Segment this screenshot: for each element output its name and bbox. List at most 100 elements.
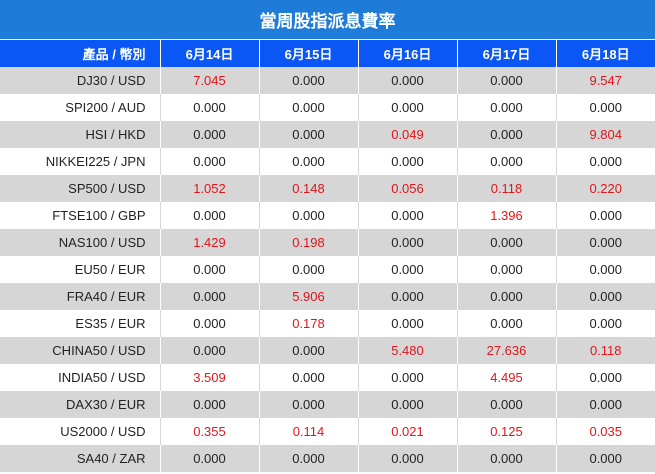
rate-cell: 0.000	[457, 310, 557, 337]
row-symbol: SP500 / USD	[0, 175, 161, 202]
header-date: 6月17日	[457, 40, 557, 67]
rate-cell: 0.000	[457, 67, 557, 94]
row-symbol: EU50 / EUR	[0, 256, 161, 283]
table-row: HSI / HKD 0.000 0.000 0.049 0.000 9.804	[0, 121, 655, 148]
header-product-currency: 產品 / 幣別	[0, 40, 161, 67]
rate-cell: 0.000	[556, 148, 655, 175]
rate-cell: 1.429	[160, 229, 260, 256]
rate-cell: 0.000	[358, 256, 458, 283]
table-row: NIKKEI225 / JPN 0.000 0.000 0.000 0.000 0.000	[0, 148, 655, 175]
rate-cell: 27.636	[457, 337, 557, 364]
rate-cell: 0.000	[358, 67, 458, 94]
table-row: SA40 / ZAR 0.000 0.000 0.000 0.000 0.000	[0, 445, 655, 472]
rate-cell: 0.000	[556, 391, 655, 418]
rate-cell: 0.000	[556, 202, 655, 229]
rate-cell: 0.000	[556, 283, 655, 310]
row-symbol: FRA40 / EUR	[0, 283, 161, 310]
rate-cell: 0.000	[358, 445, 458, 472]
table-row: FRA40 / EUR 0.000 5.906 0.000 0.000 0.000	[0, 283, 655, 310]
rate-cell: 0.000	[160, 256, 260, 283]
table-row: CHINA50 / USD 0.000 0.000 5.480 27.636 0.118	[0, 337, 655, 364]
rate-cell: 0.035	[556, 418, 655, 445]
row-symbol: SPI200 / AUD	[0, 94, 161, 121]
table-row: SP500 / USD 1.052 0.148 0.056 0.118 0.220	[0, 175, 655, 202]
header-date: 6月18日	[556, 40, 655, 67]
rate-cell: 0.000	[457, 445, 557, 472]
rate-cell: 4.495	[457, 364, 557, 391]
rate-cell: 3.509	[160, 364, 260, 391]
row-symbol: SA40 / ZAR	[0, 445, 161, 472]
rate-cell: 0.000	[457, 148, 557, 175]
row-symbol: US2000 / USD	[0, 418, 161, 445]
rate-cell: 0.000	[259, 148, 359, 175]
table-header: 產品 / 幣別 6月14日 6月15日 6月16日 6月17日 6月18日	[0, 40, 655, 67]
rate-cell: 0.000	[259, 94, 359, 121]
rate-cell: 5.480	[358, 337, 458, 364]
rate-cell: 0.000	[556, 445, 655, 472]
table-row: DJ30 / USD 7.045 0.000 0.000 0.000 9.547	[0, 67, 655, 94]
row-symbol: DJ30 / USD	[0, 67, 161, 94]
panel-title: 當周股指派息費率	[0, 0, 655, 40]
rate-cell: 0.118	[556, 337, 655, 364]
rate-cell: 0.000	[259, 364, 359, 391]
rate-cell: 0.000	[457, 391, 557, 418]
rate-cell: 0.000	[259, 256, 359, 283]
rate-cell: 9.547	[556, 67, 655, 94]
rate-cell: 0.000	[160, 148, 260, 175]
rate-cell: 0.000	[556, 310, 655, 337]
rate-cell: 0.000	[259, 445, 359, 472]
table-row: SPI200 / AUD 0.000 0.000 0.000 0.000 0.000	[0, 94, 655, 121]
rate-cell: 0.000	[259, 391, 359, 418]
rate-cell: 1.052	[160, 175, 260, 202]
rate-cell: 0.000	[556, 364, 655, 391]
rate-cell: 0.000	[160, 202, 260, 229]
rate-cell: 0.000	[358, 202, 458, 229]
header-date: 6月14日	[160, 40, 260, 67]
rate-cell: 0.000	[358, 229, 458, 256]
rate-cell: 0.000	[358, 148, 458, 175]
header-date: 6月16日	[358, 40, 458, 67]
rate-cell: 0.000	[259, 202, 359, 229]
rate-cell: 0.000	[358, 94, 458, 121]
rate-cell: 0.000	[160, 310, 260, 337]
rate-cell: 0.000	[160, 337, 260, 364]
header-row: 產品 / 幣別 6月14日 6月15日 6月16日 6月17日 6月18日	[0, 40, 655, 67]
rate-cell: 0.000	[457, 283, 557, 310]
rate-cell: 0.125	[457, 418, 557, 445]
row-symbol: HSI / HKD	[0, 121, 161, 148]
rate-cell: 0.000	[556, 229, 655, 256]
table-row: INDIA50 / USD 3.509 0.000 0.000 4.495 0.000	[0, 364, 655, 391]
rate-cell: 0.000	[160, 445, 260, 472]
rate-cell: 0.000	[457, 256, 557, 283]
row-symbol: CHINA50 / USD	[0, 337, 161, 364]
rate-cell: 5.906	[259, 283, 359, 310]
row-symbol: ES35 / EUR	[0, 310, 161, 337]
rate-cell: 0.118	[457, 175, 557, 202]
rate-cell: 9.804	[556, 121, 655, 148]
rate-cell: 0.178	[259, 310, 359, 337]
row-symbol: INDIA50 / USD	[0, 364, 161, 391]
dividend-table: 產品 / 幣別 6月14日 6月15日 6月16日 6月17日 6月18日 DJ…	[0, 40, 655, 472]
rate-cell: 0.000	[457, 94, 557, 121]
rate-cell: 0.049	[358, 121, 458, 148]
row-symbol: NIKKEI225 / JPN	[0, 148, 161, 175]
table-row: NAS100 / USD 1.429 0.198 0.000 0.000 0.000	[0, 229, 655, 256]
rate-cell: 0.000	[358, 364, 458, 391]
rate-cell: 0.148	[259, 175, 359, 202]
rate-cell: 1.396	[457, 202, 557, 229]
rate-cell: 0.355	[160, 418, 260, 445]
rate-cell: 0.000	[358, 391, 458, 418]
rate-cell: 0.000	[160, 94, 260, 121]
table-row: FTSE100 / GBP 0.000 0.000 0.000 1.396 0.000	[0, 202, 655, 229]
rate-cell: 0.000	[160, 121, 260, 148]
rate-cell: 0.220	[556, 175, 655, 202]
row-symbol: FTSE100 / GBP	[0, 202, 161, 229]
rate-cell: 0.198	[259, 229, 359, 256]
rate-cell: 0.114	[259, 418, 359, 445]
rate-cell: 0.000	[556, 94, 655, 121]
rate-cell: 0.000	[160, 283, 260, 310]
rate-cell: 0.000	[457, 229, 557, 256]
table-row: ES35 / EUR 0.000 0.178 0.000 0.000 0.000	[0, 310, 655, 337]
row-symbol: DAX30 / EUR	[0, 391, 161, 418]
